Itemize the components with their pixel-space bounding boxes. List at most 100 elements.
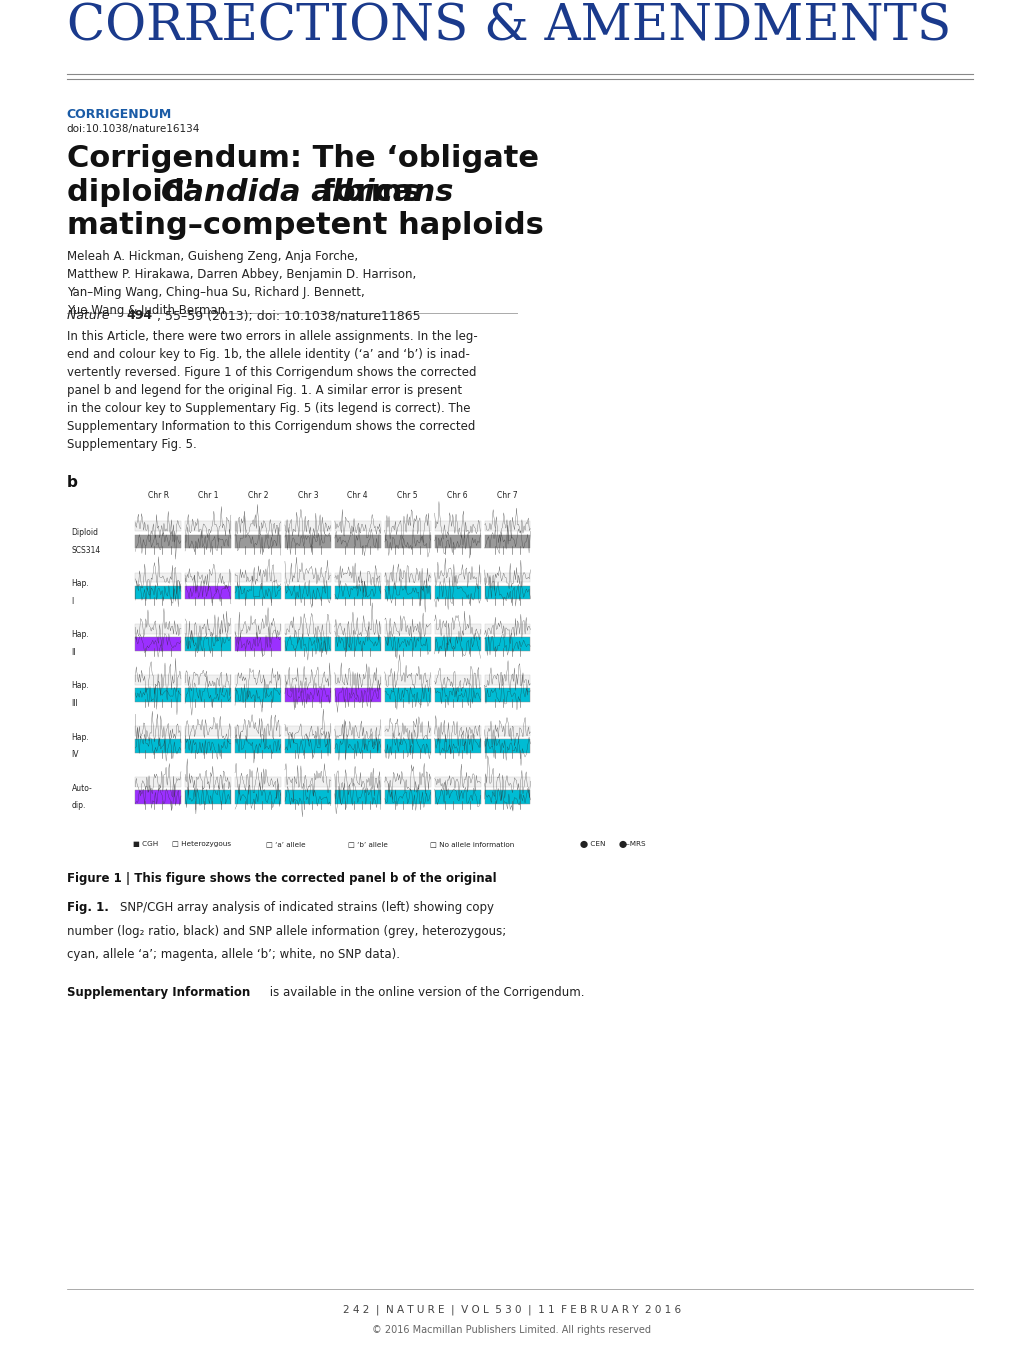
Bar [335,689,381,702]
Text: Nature: Nature [67,309,114,323]
Text: cyan, allele ‘a’; magenta, allele ‘b’; white, no SNP data).: cyan, allele ‘a’; magenta, allele ‘b’; w… [67,948,399,962]
Bar [385,624,430,633]
Bar [135,740,181,753]
Bar [335,675,381,685]
Bar [335,624,381,633]
Bar [385,675,430,685]
Text: Fig. 1.: Fig. 1. [67,901,109,915]
Bar [484,791,530,804]
Bar [185,689,231,702]
Text: SNP/CGH array analysis of indicated strains (left) showing copy: SNP/CGH array analysis of indicated stra… [120,901,494,915]
Bar [484,535,530,549]
Text: □ ‘a’ allele: □ ‘a’ allele [266,841,306,846]
Text: doi:10.1038/nature16134: doi:10.1038/nature16134 [67,124,200,133]
Bar [236,638,281,651]
Bar [434,638,480,651]
Bar [185,777,231,787]
Bar [285,586,331,600]
Bar [484,586,530,600]
Text: Chr 3: Chr 3 [298,491,318,500]
Bar [335,740,381,753]
Bar [385,522,430,531]
Text: Figure 1 | This figure shows the corrected panel b of the original: Figure 1 | This figure shows the correct… [67,872,497,885]
Bar [285,689,331,702]
Bar [385,740,430,753]
Bar [484,573,530,582]
Bar [285,791,331,804]
Bar [236,777,281,787]
Text: □ No allele information: □ No allele information [430,841,514,846]
Bar [385,689,430,702]
Bar [236,522,281,531]
Text: Chr 4: Chr 4 [347,491,368,500]
Text: ⬤–MRS: ⬤–MRS [618,841,646,847]
Bar [385,777,430,787]
Bar [335,726,381,736]
Bar [434,689,480,702]
Bar [135,586,181,600]
Bar [434,586,480,600]
Text: SCS314: SCS314 [72,546,101,554]
Bar [385,573,430,582]
Bar [434,740,480,753]
Bar [385,586,430,600]
Text: Chr 7: Chr 7 [498,491,518,500]
Bar [285,573,331,582]
Text: Chr 1: Chr 1 [198,491,218,500]
Bar [135,675,181,685]
Bar [434,726,480,736]
Bar [335,586,381,600]
Text: , 55–59 (2013); doi: 10.1038/nature11865: , 55–59 (2013); doi: 10.1038/nature11865 [157,309,420,323]
Text: Candida albicans: Candida albicans [161,178,454,207]
Bar [385,638,430,651]
Text: diploid’: diploid’ [67,178,207,207]
Bar [185,791,231,804]
Bar [434,573,480,582]
Bar [335,791,381,804]
Bar [434,675,480,685]
Bar [434,791,480,804]
Bar [185,624,231,633]
Bar [434,777,480,787]
Bar [185,740,231,753]
Bar [135,638,181,651]
Bar [135,791,181,804]
Text: Hap.: Hap. [72,733,89,741]
Bar [236,689,281,702]
Text: Chr 5: Chr 5 [397,491,418,500]
Text: Auto-: Auto- [72,784,92,792]
Bar [484,777,530,787]
Bar [335,522,381,531]
Text: □ Heterozygous: □ Heterozygous [172,841,231,846]
Bar [285,638,331,651]
Text: © 2016 Macmillan Publishers Limited. All rights reserved: © 2016 Macmillan Publishers Limited. All… [373,1325,651,1334]
Bar [236,726,281,736]
Text: b: b [67,475,78,490]
Bar [434,624,480,633]
Text: Corrigendum: The ‘obligate: Corrigendum: The ‘obligate [67,144,539,174]
Bar [236,791,281,804]
Text: mating–competent haploids: mating–competent haploids [67,211,544,241]
Bar [335,638,381,651]
Text: forms: forms [311,178,421,207]
Bar [335,535,381,549]
Text: III: III [72,699,79,707]
Bar [484,726,530,736]
Bar [236,535,281,549]
Bar [285,522,331,531]
Bar [135,624,181,633]
Text: Chr 2: Chr 2 [248,491,268,500]
Bar [385,535,430,549]
Bar [434,522,480,531]
Bar [185,522,231,531]
Bar [434,535,480,549]
Bar [135,522,181,531]
Text: Supplementary Information: Supplementary Information [67,986,250,999]
Bar [236,624,281,633]
Bar [236,586,281,600]
Bar [484,689,530,702]
Bar [385,726,430,736]
Text: ⬤ CEN: ⬤ CEN [580,841,605,847]
Text: II: II [72,648,76,656]
Bar [135,689,181,702]
